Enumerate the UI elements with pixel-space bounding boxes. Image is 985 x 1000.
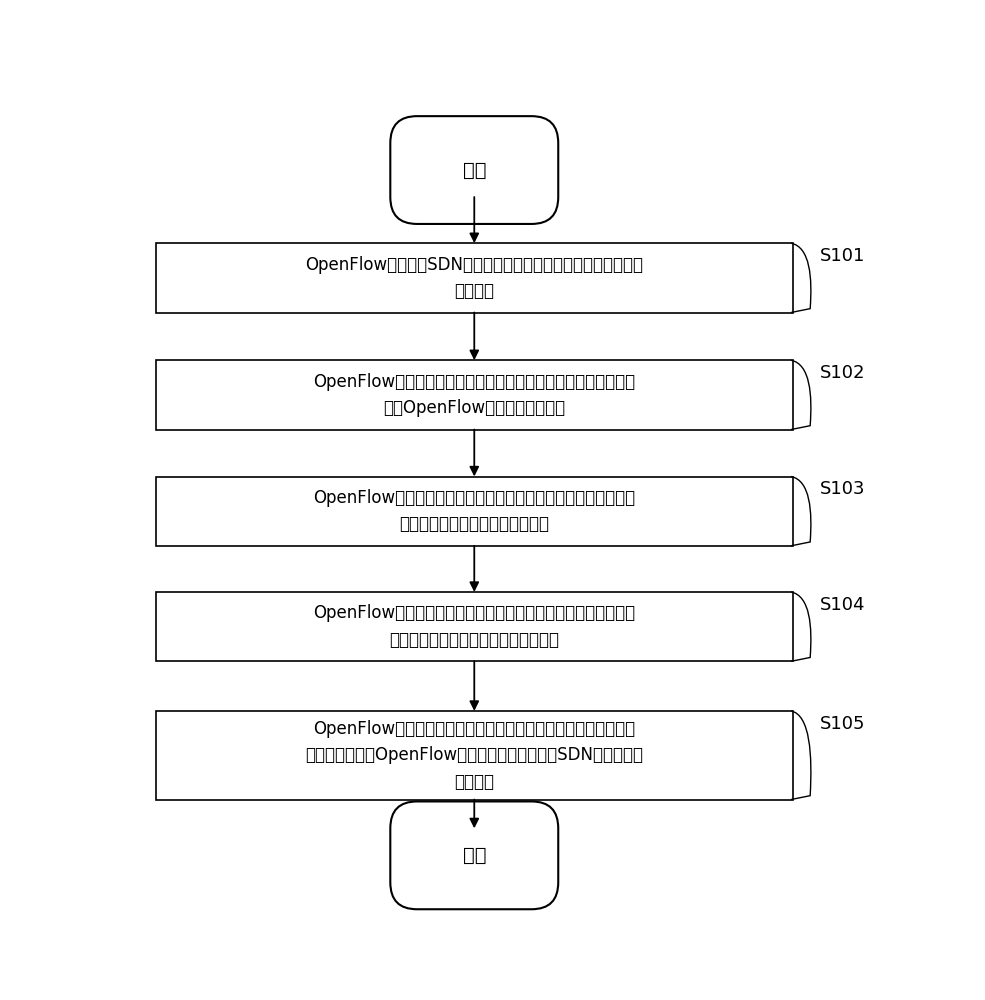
Bar: [156, 243, 793, 312]
Text: S104: S104: [821, 596, 866, 614]
Text: OpenFlow交换机接收上游交换机发送的第一回应报文，第一回应
报文中包括上游交换机的标识信息: OpenFlow交换机接收上游交换机发送的第一回应报文，第一回应 报文中包括上游…: [313, 489, 635, 533]
Text: S101: S101: [821, 247, 866, 265]
Bar: [156, 592, 793, 661]
Text: 结束: 结束: [463, 846, 486, 865]
Text: S103: S103: [821, 480, 866, 498]
FancyBboxPatch shape: [390, 116, 558, 224]
Text: OpenFlow交换机与SDN控制器建立控制通信通道，以获取本机的
上游端口: OpenFlow交换机与SDN控制器建立控制通信通道，以获取本机的 上游端口: [305, 256, 643, 300]
Bar: [156, 477, 793, 546]
Text: OpenFlow交换机根据上游邻居交换机记录表或者接收第一回应报
文的端口，判断OpenFlow交换机通过上游端口与SDN控制器直连
或非直连: OpenFlow交换机根据上游邻居交换机记录表或者接收第一回应报 文的端口，判断…: [305, 720, 643, 791]
Bar: [156, 360, 793, 430]
FancyBboxPatch shape: [390, 801, 558, 909]
Text: OpenFlow交换机根据上游端口和上游交换机的标识信息，获取与
上游端口对应的上游邻居交换机记录表: OpenFlow交换机根据上游端口和上游交换机的标识信息，获取与 上游端口对应的…: [313, 604, 635, 649]
Text: S105: S105: [821, 715, 866, 733]
Text: S102: S102: [821, 364, 866, 382]
Text: OpenFlow交换机通过上游端口发送第一通告报文，第一通告报文
包括OpenFlow交换机的标识信息: OpenFlow交换机通过上游端口发送第一通告报文，第一通告报文 包括OpenF…: [313, 373, 635, 417]
Text: 开始: 开始: [463, 161, 486, 180]
Bar: [156, 711, 793, 800]
